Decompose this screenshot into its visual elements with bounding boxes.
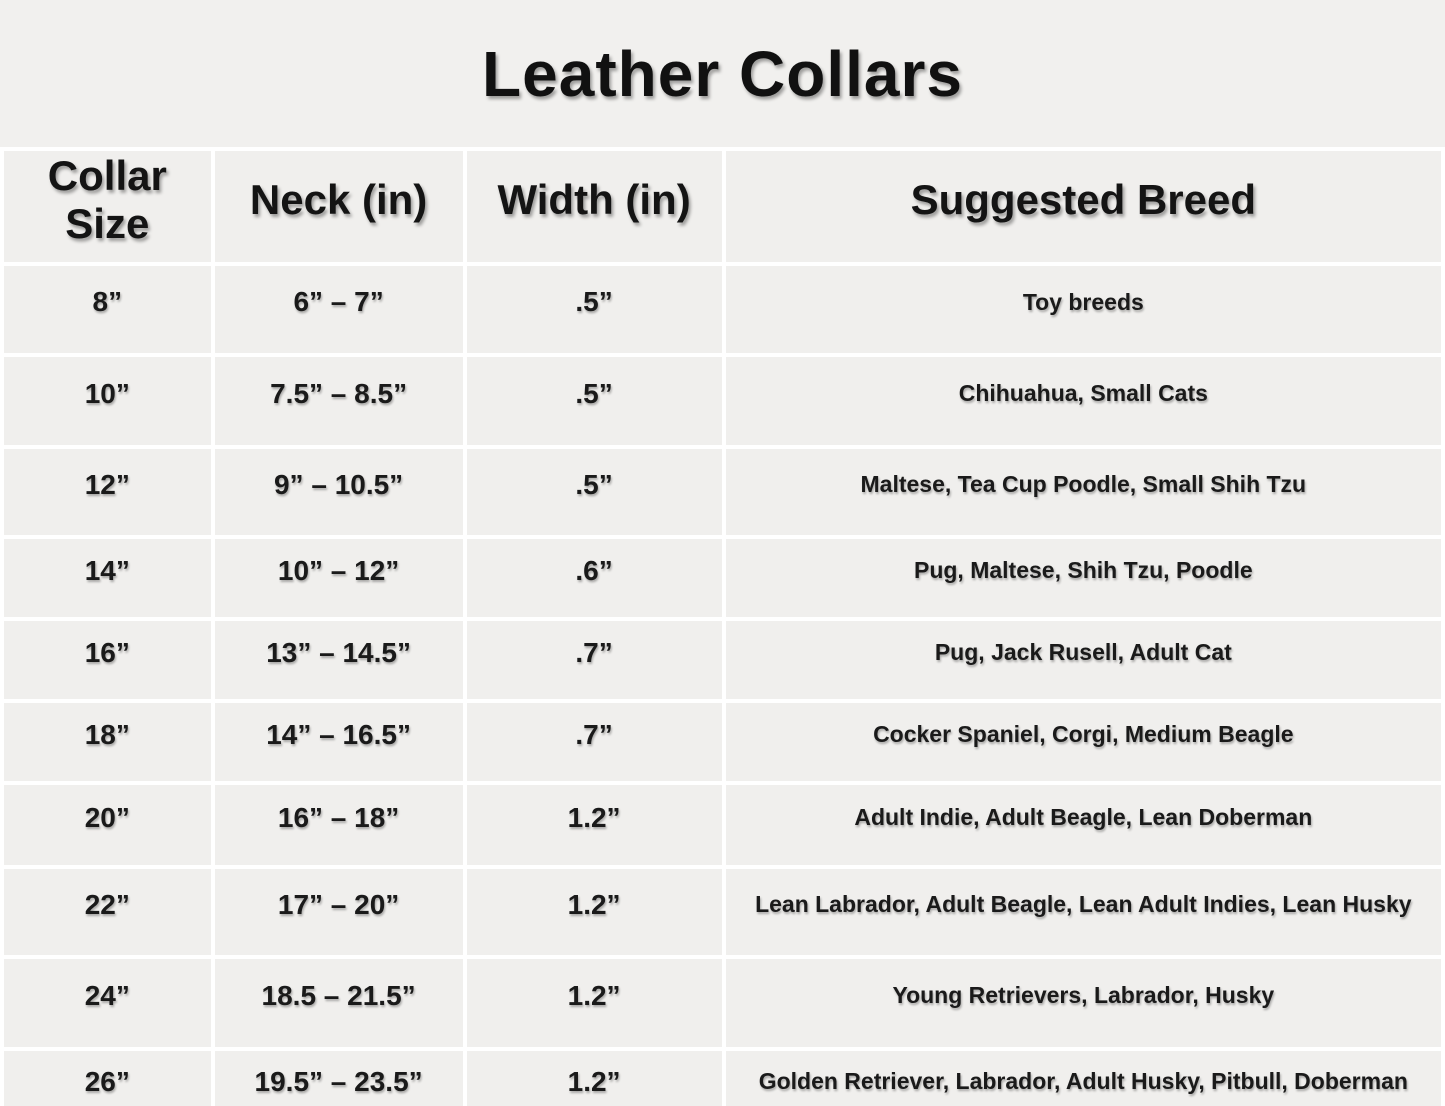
cell-width: .5” xyxy=(466,266,722,353)
col-header-neck: Neck (in) xyxy=(214,151,463,262)
cell-breed: Chihuahua, Small Cats xyxy=(725,357,1441,445)
breed-line-1: Toy breeds xyxy=(1022,288,1144,315)
cell-collar-size: 8” xyxy=(4,266,211,353)
table-row: 14” 10” – 12” .6” Pug, Maltese, Shih Tzu… xyxy=(4,539,1441,617)
cell-neck: 18.5 – 21.5” xyxy=(214,959,463,1047)
table-body: 8” 6” – 7” .5” Toy breeds 10” 7.5” – 8.5… xyxy=(4,266,1441,1106)
breed-line-1: Adult Indie, Adult Beagle, Lean Doberman xyxy=(854,804,1313,830)
cell-width: 1.2” xyxy=(466,785,722,865)
col-header-width: Width (in) xyxy=(466,151,722,262)
cell-width: .6” xyxy=(466,539,722,617)
breed-line-1: Pug, Jack Rusell, Adult Cat xyxy=(934,639,1232,665)
breed-line-1: Cocker Spaniel, Corgi, Medium Beagle xyxy=(873,721,1294,747)
page-title-bar: Leather Collars xyxy=(0,0,1445,147)
breed-line-1: Lean Labrador, Adult Beagle, Lean Adult … xyxy=(755,891,1412,917)
breed-line-1: Golden Retriever, Labrador, Adult Husky,… xyxy=(758,1068,1408,1094)
col-header-collar-size: Collar Size xyxy=(4,151,211,262)
cell-width: .7” xyxy=(466,621,722,699)
cell-collar-size: 26” xyxy=(4,1051,211,1106)
header-row: Collar Size Neck (in) Width (in) Suggest… xyxy=(4,151,1441,262)
cell-width: .5” xyxy=(466,449,722,535)
cell-neck: 6” – 7” xyxy=(214,266,463,353)
breed-line-1: Young Retrievers, Labrador, Husky xyxy=(892,982,1275,1008)
cell-neck: 19.5” – 23.5” xyxy=(214,1051,463,1106)
collar-size-table: Collar Size Neck (in) Width (in) Suggest… xyxy=(0,147,1445,1106)
cell-collar-size: 12” xyxy=(4,449,211,535)
cell-breed: Golden Retriever, Labrador, Adult Husky,… xyxy=(725,1051,1441,1106)
cell-collar-size: 16” xyxy=(4,621,211,699)
table-row: 18” 14” – 16.5” .7” Cocker Spaniel, Corg… xyxy=(4,703,1441,781)
cell-breed: Lean Labrador, Adult Beagle, Lean Adult … xyxy=(725,869,1441,955)
cell-width: 1.2” xyxy=(466,1051,722,1106)
cell-breed: Young Retrievers, Labrador, Husky xyxy=(725,959,1441,1047)
cell-collar-size: 20” xyxy=(4,785,211,865)
cell-collar-size: 18” xyxy=(4,703,211,781)
cell-width: .7” xyxy=(466,703,722,781)
cell-neck: 10” – 12” xyxy=(214,539,463,617)
cell-breed: Cocker Spaniel, Corgi, Medium Beagle xyxy=(725,703,1441,781)
page-title: Leather Collars xyxy=(482,37,963,110)
cell-breed: Maltese, Tea Cup Poodle, Small Shih Tzu xyxy=(725,449,1441,535)
cell-collar-size: 24” xyxy=(4,959,211,1047)
cell-width: .5” xyxy=(466,357,722,445)
cell-neck: 9” – 10.5” xyxy=(214,449,463,535)
table-row: 8” 6” – 7” .5” Toy breeds xyxy=(4,266,1441,353)
table-row: 16” 13” – 14.5” .7” Pug, Jack Rusell, Ad… xyxy=(4,621,1441,699)
cell-breed: Pug, Maltese, Shih Tzu, Poodle xyxy=(725,539,1441,617)
cell-width: 1.2” xyxy=(466,869,722,955)
cell-breed: Adult Indie, Adult Beagle, Lean Doberman xyxy=(725,785,1441,865)
breed-line-1: Chihuahua, Small Cats xyxy=(958,380,1208,406)
cell-collar-size: 22” xyxy=(4,869,211,955)
table-row: 26” 19.5” – 23.5” 1.2” Golden Retriever,… xyxy=(4,1051,1441,1106)
cell-collar-size: 14” xyxy=(4,539,211,617)
breed-line-1: Pug, Maltese, Shih Tzu, Poodle xyxy=(913,557,1253,583)
table-row: 10” 7.5” – 8.5” .5” Chihuahua, Small Cat… xyxy=(4,357,1441,445)
cell-neck: 14” – 16.5” xyxy=(214,703,463,781)
cell-neck: 13” – 14.5” xyxy=(214,621,463,699)
cell-breed: Toy breeds xyxy=(725,266,1441,353)
cell-breed: Pug, Jack Rusell, Adult Cat xyxy=(725,621,1441,699)
cell-neck: 7.5” – 8.5” xyxy=(214,357,463,445)
col-header-suggested-breed: Suggested Breed xyxy=(725,151,1441,262)
table-row: 22” 17” – 20” 1.2” Lean Labrador, Adult … xyxy=(4,869,1441,955)
cell-neck: 16” – 18” xyxy=(214,785,463,865)
table-row: 12” 9” – 10.5” .5” Maltese, Tea Cup Pood… xyxy=(4,449,1441,535)
cell-neck: 17” – 20” xyxy=(214,869,463,955)
cell-width: 1.2” xyxy=(466,959,722,1047)
table-row: 20” 16” – 18” 1.2” Adult Indie, Adult Be… xyxy=(4,785,1441,865)
cell-collar-size: 10” xyxy=(4,357,211,445)
table-row: 24” 18.5 – 21.5” 1.2” Young Retrievers, … xyxy=(4,959,1441,1047)
breed-line-1: Maltese, Tea Cup Poodle, Small Shih Tzu xyxy=(860,471,1307,497)
